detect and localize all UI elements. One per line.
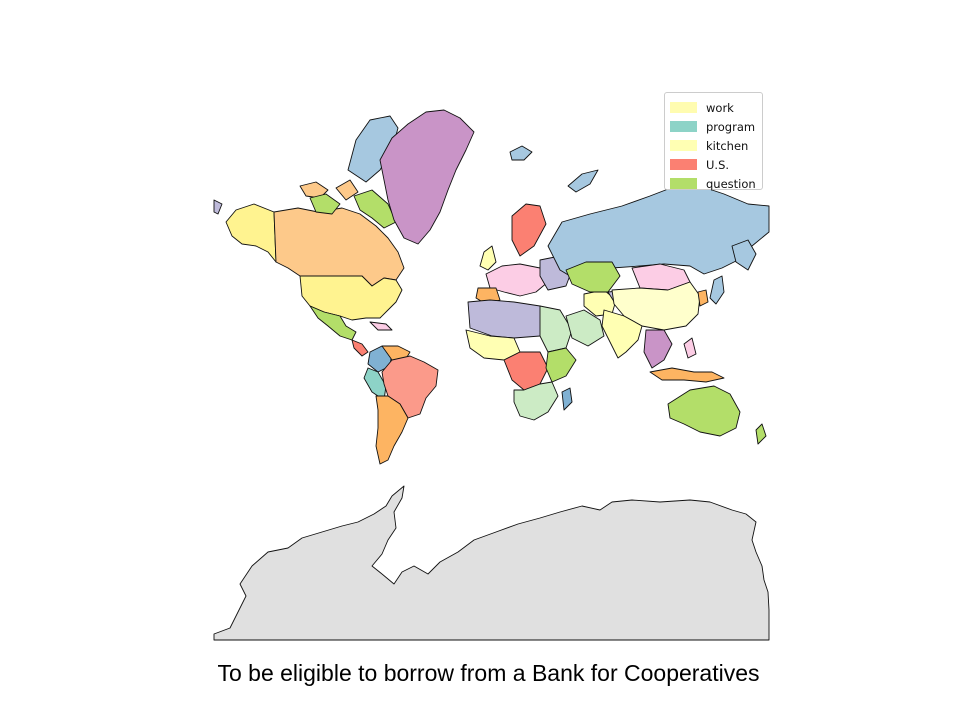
canada [273,207,405,287]
korea [697,289,709,307]
cuba [369,321,393,331]
scandinavia [511,203,547,257]
chukotka-west [213,199,223,215]
japan [709,275,725,305]
legend-label: program [706,119,756,134]
india [601,309,643,359]
legend-label: kitchen [706,138,749,153]
central-america [351,339,369,357]
canada-islands [299,179,359,201]
victoria-island [309,193,341,215]
kazakhstan [565,261,621,293]
legend: work program kitchen U.S. question [664,92,763,193]
novaya-zemlya [567,169,599,193]
ellesmere [347,115,399,183]
legend-item: program [669,117,758,136]
uk [479,245,497,271]
legend-swatch [670,159,697,170]
alaska [225,203,277,263]
china [611,281,701,331]
greenland [379,109,475,245]
argentina-chile [375,395,409,465]
legend-swatch [670,121,697,132]
russia [547,185,770,277]
baffin [353,189,397,229]
madagascar [561,387,573,411]
legend-item: question [669,174,758,193]
legend-label: question [706,176,756,191]
antarctica [213,485,770,641]
legend-label: work [706,100,734,115]
southeast-asia [643,329,673,369]
iceland [509,145,533,161]
mexico [309,305,357,341]
arabia [565,309,605,347]
legend-label: U.S. [706,157,730,172]
brazil [381,355,439,419]
legend-swatch [670,178,697,189]
philippines [683,337,697,359]
indonesia [649,367,725,383]
central-africa [503,351,549,391]
map-caption: To be eligible to borrow from a Bank for… [217,660,760,686]
legend-swatch [670,102,697,113]
legend-item: U.S. [669,155,758,174]
legend-item: kitchen [669,136,758,155]
new-zealand [755,423,767,445]
far-east-peninsula [731,239,757,271]
southern-africa [513,381,559,421]
australia [667,385,741,437]
legend-item: work [669,98,758,117]
legend-swatch [670,140,697,151]
east-africa [545,347,577,383]
egypt-sudan [539,305,573,353]
